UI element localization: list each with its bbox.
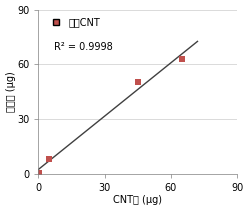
Point: [37, 171, 41, 174]
X-axis label: CNT量 (µg): CNT量 (µg): [113, 195, 162, 206]
Point: [180, 57, 184, 61]
Point: [136, 81, 140, 84]
Legend: 単層CNT: 単層CNT: [43, 14, 103, 30]
Text: R² = 0.9998: R² = 0.9998: [54, 42, 113, 52]
Y-axis label: 測定値 (µg): 測定値 (µg): [5, 71, 15, 112]
Point: [47, 157, 51, 161]
